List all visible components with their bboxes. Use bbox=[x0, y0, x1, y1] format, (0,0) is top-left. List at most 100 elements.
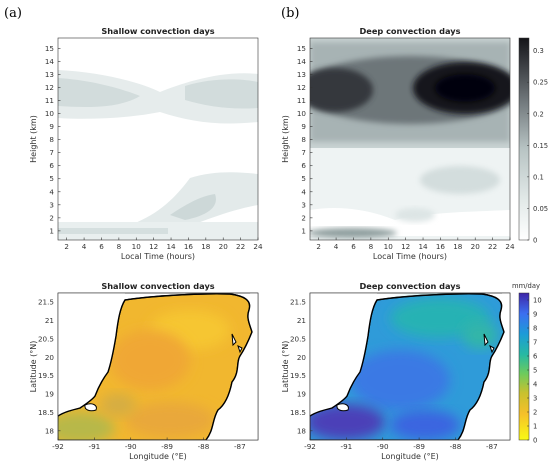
y-tick-label: 11 bbox=[45, 96, 54, 105]
y-tick-label: 20 bbox=[297, 353, 307, 362]
shallow-map-patch-orange bbox=[110, 330, 190, 390]
x-tick-label: -91 bbox=[340, 442, 352, 451]
colorbar-unit-label: mm/day bbox=[512, 282, 540, 290]
colorbar-tick-label: 8 bbox=[533, 325, 537, 333]
x-tick-label: 6 bbox=[351, 242, 356, 251]
x-tick-label: -87 bbox=[234, 442, 246, 451]
deep-map-west-sea bbox=[310, 293, 377, 416]
x-tick-label: -88 bbox=[198, 442, 210, 451]
shallow-map-patch-green bbox=[58, 412, 115, 440]
y-tick-label: 6 bbox=[49, 161, 54, 170]
deep-map-east-sea bbox=[458, 293, 510, 440]
x-tick-label: -91 bbox=[88, 442, 100, 451]
y-tick-label: 1 bbox=[49, 226, 54, 235]
x-tick-label: -92 bbox=[304, 442, 316, 451]
y-tick-label: 19 bbox=[45, 390, 55, 399]
y-tick-label: 13 bbox=[297, 70, 306, 79]
y-tick-label: 5 bbox=[301, 174, 306, 183]
panel-label-b: (b) bbox=[281, 6, 300, 21]
y-tick-label: 19 bbox=[297, 390, 307, 399]
y-tick-label: 4 bbox=[49, 187, 54, 196]
x-tick-label: -89 bbox=[413, 442, 425, 451]
y-tick-label: 21 bbox=[297, 316, 306, 325]
x-tick-label: 4 bbox=[334, 242, 339, 251]
y-tick-label: 15 bbox=[45, 44, 54, 53]
x-tick-label: 22 bbox=[488, 242, 497, 251]
y-tick-label: 21.5 bbox=[38, 298, 54, 307]
y-tick-label: 3 bbox=[49, 200, 54, 209]
y-tick-label: 10 bbox=[297, 109, 307, 118]
y-tick-label: 10 bbox=[45, 109, 55, 118]
x-tick-label: 18 bbox=[453, 242, 463, 251]
shallow-map-west-sea bbox=[58, 293, 125, 416]
x-tick-label: 6 bbox=[99, 242, 104, 251]
y-tick-label: 6 bbox=[301, 161, 306, 170]
y-tick-label: 7 bbox=[49, 148, 54, 157]
shallow-coast-islands bbox=[231, 333, 243, 354]
y-tick-label: 14 bbox=[45, 57, 55, 66]
x-tick-label: -90 bbox=[125, 442, 137, 451]
x-tick-label: 2 bbox=[316, 242, 321, 251]
deep-midlevel-cloud bbox=[420, 166, 500, 194]
x-tick-label: 4 bbox=[82, 242, 87, 251]
y-tick-label: 18.5 bbox=[38, 408, 54, 417]
colorbar-tick-label: 0.2 bbox=[533, 110, 544, 118]
y-tick-label: 8 bbox=[301, 135, 306, 144]
deep-profile-field bbox=[310, 38, 510, 238]
colorbar-tick-label: 0.15 bbox=[533, 142, 548, 150]
y-tick-label: 9 bbox=[49, 122, 54, 131]
shallow-upper-band-core bbox=[58, 78, 140, 107]
colorbar-tick-label: 0.05 bbox=[533, 205, 548, 213]
y-tick-label: 13 bbox=[45, 70, 54, 79]
y-tick-label: 4 bbox=[301, 187, 306, 196]
y-tick-label: 11 bbox=[297, 96, 306, 105]
y-tick-label: 9 bbox=[301, 122, 306, 131]
x-tick-label: 14 bbox=[166, 242, 176, 251]
x-tick-label: 16 bbox=[184, 242, 194, 251]
colorbar-tick-label: 10 bbox=[533, 297, 542, 305]
shallow-profile-field bbox=[58, 70, 258, 240]
chart-title: Deep convection days bbox=[359, 281, 460, 291]
profile-colorbar bbox=[518, 37, 530, 241]
y-tick-label: 12 bbox=[45, 83, 54, 92]
y-tick-label: 1 bbox=[301, 226, 306, 235]
x-tick-label: 10 bbox=[132, 242, 142, 251]
x-tick-label: -89 bbox=[161, 442, 173, 451]
chart-title: Deep convection days bbox=[359, 26, 460, 36]
colorbar-tick-label: 2 bbox=[533, 409, 537, 417]
y-axis-label: Latitude (°N) bbox=[281, 341, 290, 393]
colorbar-tick-label: 0 bbox=[533, 237, 537, 245]
y-tick-label: 20.5 bbox=[38, 334, 54, 343]
x-tick-label: 2 bbox=[64, 242, 69, 251]
shallow-upper-band-core-right bbox=[185, 79, 258, 109]
colorbar-tick-label: 0 bbox=[533, 437, 537, 445]
colorbar-tick-label: 1 bbox=[533, 423, 537, 431]
colorbar-tick-label: 0.1 bbox=[533, 173, 544, 181]
y-tick-label: 3 bbox=[301, 200, 306, 209]
deep-map-axes: Deep convection days -92 -91 -90 -89 -88 -87 18… bbox=[281, 281, 498, 461]
x-tick-label: 14 bbox=[418, 242, 428, 251]
y-tick-label: 18 bbox=[297, 426, 307, 435]
y-axis-label: Latitude (°N) bbox=[29, 341, 38, 393]
deep-low-cloud bbox=[310, 228, 397, 238]
y-tick-label: 21.5 bbox=[290, 298, 306, 307]
map-colorbar bbox=[518, 292, 530, 441]
map-colorbar-ticks: 0 1 2 3 4 5 6 7 8 9 10 mm/day bbox=[512, 282, 542, 445]
shallow-map-east-sea bbox=[206, 293, 258, 440]
y-tick-label: 2 bbox=[49, 213, 54, 222]
x-tick-label: 24 bbox=[253, 242, 263, 251]
y-axis-label: Height (km) bbox=[281, 115, 290, 163]
y-tick-label: 15 bbox=[297, 44, 306, 53]
colorbar-tick-label: 3 bbox=[533, 395, 537, 403]
x-axis-label: Longitude (°E) bbox=[381, 452, 439, 461]
colorbar-tick-label: 4 bbox=[533, 381, 537, 389]
shallow-lower-cloud bbox=[115, 172, 258, 232]
x-tick-label: 22 bbox=[236, 242, 245, 251]
x-tick-label: -92 bbox=[52, 442, 64, 451]
deep-map-patch-violet bbox=[310, 404, 385, 440]
chart-title: Shallow convection days bbox=[101, 281, 214, 291]
